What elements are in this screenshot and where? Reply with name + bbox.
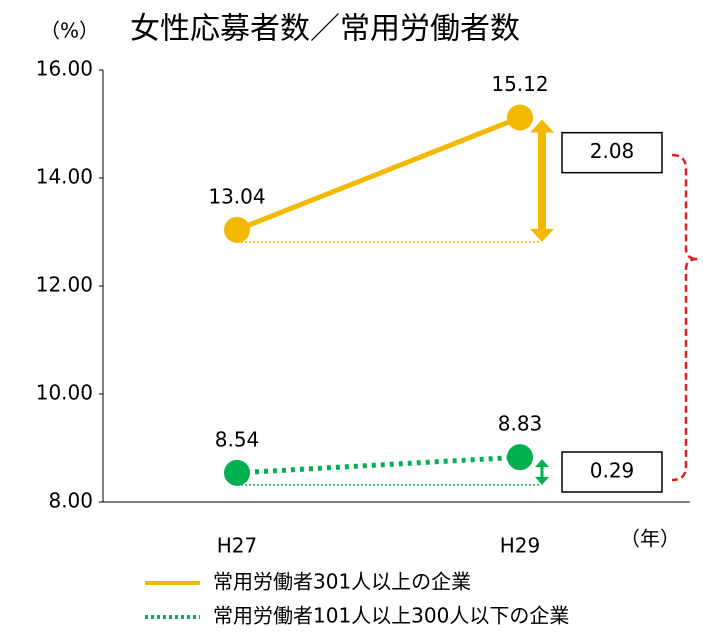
series-line [236,454,521,476]
data-point [507,104,533,131]
data-label: 15.12 [491,72,548,96]
data-point [507,444,533,471]
y-tick-label: 10.00 [36,381,93,405]
arrow-head [535,459,549,485]
y-tick-label: 12.00 [36,273,93,297]
y-axis-label: （%） [40,19,99,43]
data-label: 8.83 [498,412,543,436]
data-point [224,216,250,243]
x-tick-label: H27 [217,534,258,558]
annotation: 0.29 [590,459,635,483]
chart-title: 女性応募者数／常用労働者数 [130,12,520,47]
annotation-box [561,451,663,493]
y-tick-label: 8.00 [48,489,93,513]
legend-label: 常用労働者301人以上の企業 [213,570,471,594]
y-tick-label: 16.00 [36,57,93,81]
data-point [224,459,250,486]
arrow-head [530,119,554,242]
legend-label: 常用労働者101人以上300人以下の企業 [213,604,569,628]
x-tick-label: H29 [500,534,541,558]
y-tick-label: 14.00 [36,165,93,189]
annotation: 2.08 [590,139,635,163]
data-label: 8.54 [215,427,260,451]
data-label: 13.04 [208,184,265,208]
annotation-box [561,131,663,174]
series-line [236,115,521,233]
brace [671,153,699,482]
x-axis-label: （年） [620,527,680,551]
